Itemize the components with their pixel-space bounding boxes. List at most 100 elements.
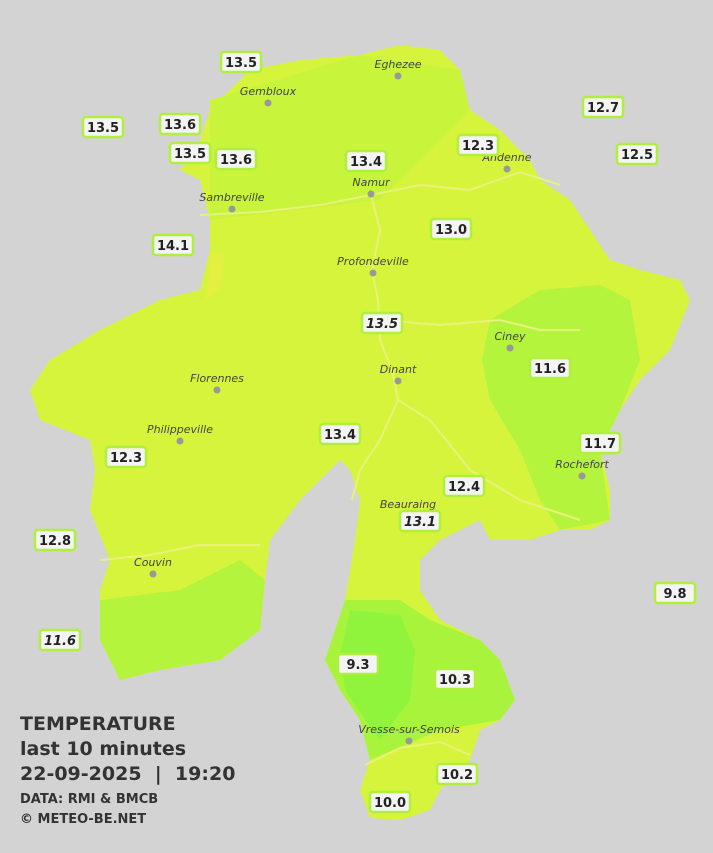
station-box <box>578 431 622 455</box>
station-box <box>528 356 572 380</box>
station-value: 10.2 <box>441 768 473 783</box>
station: 10.0 <box>368 790 412 814</box>
station-box <box>433 667 477 691</box>
city-label: Philippeville <box>147 423 213 436</box>
zone-warm <box>210 55 470 220</box>
river <box>364 740 471 766</box>
station-box <box>81 115 125 139</box>
station-box <box>344 149 388 173</box>
station-box <box>615 142 659 166</box>
city-dot <box>578 472 586 480</box>
station-box <box>318 422 362 446</box>
river <box>351 194 400 501</box>
station-box <box>398 509 442 533</box>
station-value: 13.5 <box>366 317 398 332</box>
city-label: Beauraing <box>380 498 436 511</box>
station-box <box>368 790 412 814</box>
station-value: 10.0 <box>374 796 406 811</box>
station-value: 12.8 <box>39 534 71 549</box>
station-box <box>168 141 212 165</box>
station-box <box>158 112 202 136</box>
station: 12.5 <box>615 142 659 166</box>
station-box <box>151 233 195 257</box>
city-dot <box>394 377 402 385</box>
city-dot <box>264 99 272 107</box>
city-label: Profondeville <box>337 255 409 268</box>
station-value: 11.7 <box>584 437 616 452</box>
station-box <box>38 628 82 652</box>
station-value: 9.8 <box>663 587 686 602</box>
station-box <box>435 762 479 786</box>
city-label: Vresse-sur-Semois <box>358 723 460 736</box>
station-value: 12.4 <box>448 480 480 495</box>
city-dot <box>176 437 184 445</box>
city-dot <box>367 190 375 198</box>
station: 11.6 <box>38 628 82 652</box>
city-dot <box>228 205 236 213</box>
city-dot <box>149 570 157 578</box>
station-value: 10.3 <box>439 673 471 688</box>
city-dot <box>213 386 221 394</box>
city-dot <box>506 344 514 352</box>
station-box <box>336 652 380 676</box>
station: 12.7 <box>581 95 625 119</box>
station-box <box>33 528 77 552</box>
river <box>397 399 581 521</box>
station-box <box>214 147 258 171</box>
station-value: 13.1 <box>404 515 436 530</box>
subtitle: last 10 minutes <box>20 738 186 760</box>
station: 13.5 <box>168 141 212 165</box>
station-value: 13.0 <box>435 223 467 238</box>
station-value: 14.1 <box>157 239 189 254</box>
station: 13.6 <box>158 112 202 136</box>
station-value: 12.3 <box>462 139 494 154</box>
city-dot <box>369 269 377 277</box>
station-value: 12.7 <box>587 101 619 116</box>
station: 13.4 <box>318 422 362 446</box>
station-value: 13.6 <box>164 118 196 133</box>
station: 14.1 <box>151 233 195 257</box>
cities: EghezeeGemblouxAndenneNamurSambrevillePr… <box>134 58 609 745</box>
city-dot <box>503 165 511 173</box>
city-label: Sambreville <box>199 191 264 204</box>
station: 12.8 <box>33 528 77 552</box>
city-label: Florennes <box>190 372 244 385</box>
station-box <box>104 445 148 469</box>
zone-cool <box>482 285 640 530</box>
station-box <box>219 50 263 74</box>
station: 9.3 <box>336 652 380 676</box>
city-label: Ciney <box>495 330 526 343</box>
title: TEMPERATURE <box>20 713 176 735</box>
city-label: Namur <box>352 176 391 189</box>
station: 13.1 <box>398 509 442 533</box>
city-label: Rochefort <box>555 458 609 471</box>
city-dot <box>394 72 402 80</box>
station: 13.0 <box>429 217 473 241</box>
station: 13.5 <box>81 115 125 139</box>
source: DATA: RMI & BMCB <box>20 792 158 807</box>
station-box <box>442 474 486 498</box>
station: 12.3 <box>456 133 500 157</box>
station: 12.3 <box>104 445 148 469</box>
city-label: Eghezee <box>375 58 422 71</box>
city-label: Dinant <box>380 363 417 376</box>
station-value: 12.3 <box>110 451 142 466</box>
station-box <box>456 133 500 157</box>
datetime: 22-09-2025 | 19:20 <box>20 763 235 785</box>
station: 13.6 <box>214 147 258 171</box>
zone-hot <box>206 250 225 300</box>
station-box <box>360 311 404 335</box>
station: 13.5 <box>360 311 404 335</box>
station-value: 9.3 <box>346 658 369 673</box>
station: 11.7 <box>578 431 622 455</box>
station: 13.5 <box>219 50 263 74</box>
city-dot <box>405 737 413 745</box>
station-value: 11.6 <box>44 634 76 649</box>
station: 10.2 <box>435 762 479 786</box>
station-value: 13.4 <box>324 428 356 443</box>
station-value: 13.4 <box>350 155 382 170</box>
station-value: 13.6 <box>220 153 252 168</box>
rivers <box>99 170 581 766</box>
